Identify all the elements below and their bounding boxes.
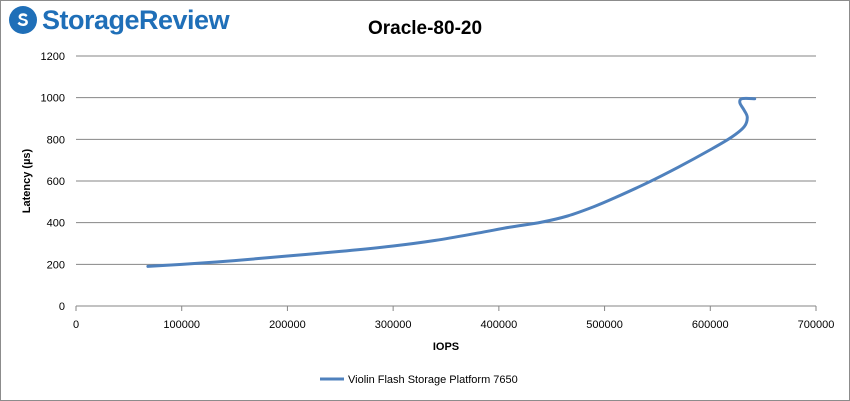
x-tick-label: 0 <box>73 319 79 331</box>
series-line <box>146 96 757 268</box>
y-axis-label: Latency (µs) <box>21 148 33 213</box>
x-tick-label: 300000 <box>375 319 412 331</box>
x-axis-label: IOPS <box>433 341 459 353</box>
legend: Violin Flash Storage Platform 7650 <box>320 374 518 386</box>
x-tick-label: 700000 <box>798 319 835 331</box>
x-tick-label: 200000 <box>269 319 306 331</box>
y-tick-label: 200 <box>47 259 65 271</box>
y-axis-ticks: 0 200 400 600 800 1000 1200 <box>41 51 65 313</box>
x-tick-label: 100000 <box>163 319 200 331</box>
storagereview-logo-icon <box>9 6 37 34</box>
x-axis-ticks: 0 100000 200000 300000 400000 500000 600000 700… <box>73 306 834 331</box>
y-tick-label: 1200 <box>41 51 65 63</box>
chart-title: Oracle-80-20 <box>368 18 482 39</box>
y-tick-label: 0 <box>59 301 65 313</box>
legend-label: Violin Flash Storage Platform 7650 <box>348 374 518 386</box>
brand-logo: StorageReview <box>8 4 230 36</box>
x-tick-label: 400000 <box>480 319 517 331</box>
x-tick-label: 600000 <box>692 319 729 331</box>
series-group <box>146 96 757 268</box>
y-tick-label: 800 <box>47 134 65 146</box>
y-tick-label: 600 <box>47 176 65 188</box>
brand-name: StorageReview <box>42 4 230 35</box>
y-tick-label: 1000 <box>41 93 65 105</box>
x-tick-label: 500000 <box>586 319 623 331</box>
y-tick-label: 400 <box>47 218 65 230</box>
grid-lines <box>76 55 816 265</box>
